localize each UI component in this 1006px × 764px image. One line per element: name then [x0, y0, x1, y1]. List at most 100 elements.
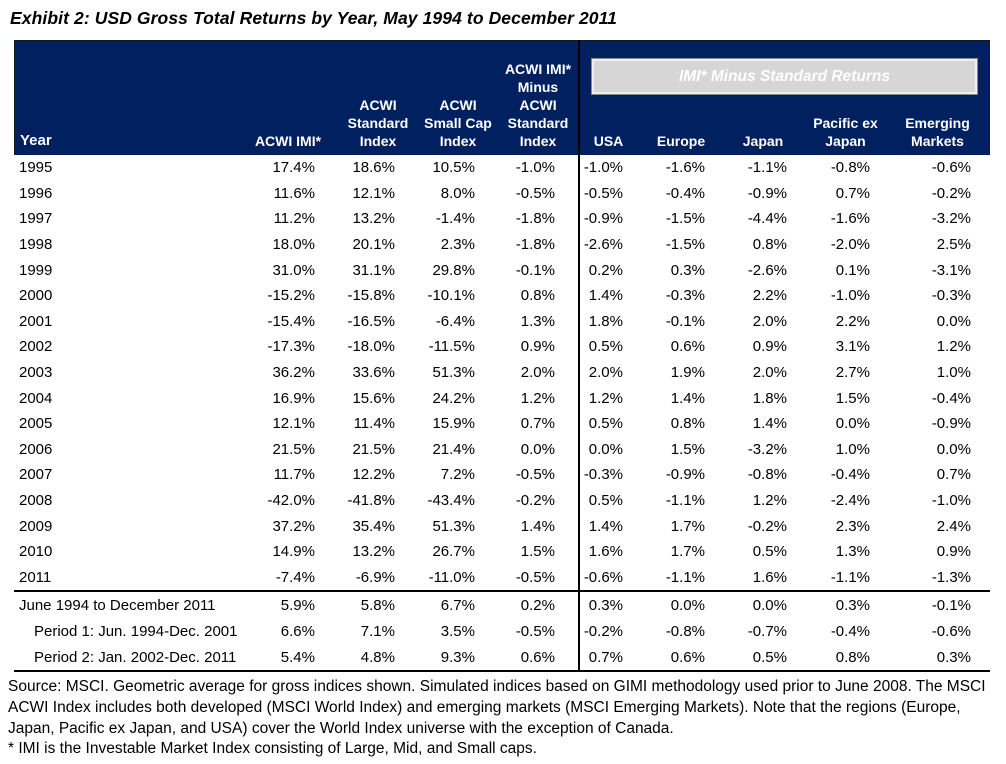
table-row: 2007 11.7% 12.2% 7.2% -0.5% -0.3% -0.9% -0.8% -0… — [14, 462, 990, 488]
value-cell: -0.6% — [931, 622, 971, 640]
value-cell: 0.7% — [520, 415, 555, 433]
value-cell: -1.8% — [515, 236, 555, 254]
value-cell: 6.6% — [280, 622, 315, 640]
table-row: 1997 11.2% 13.2% -1.4% -1.8% -0.9% -1.5% -4.4% -… — [14, 206, 990, 232]
value-cell: 16.9% — [272, 389, 315, 407]
value-cell: 2.0% — [520, 364, 555, 382]
value-cell: 2.3% — [835, 517, 870, 535]
row-label: 2004 — [19, 389, 53, 407]
value-cell: 26.7% — [432, 543, 475, 561]
value-cell: -6.4% — [435, 312, 475, 330]
value-cell: 3.5% — [440, 622, 475, 640]
table-header: Year ACWI IMI* ACWI Standard Index ACWI … — [14, 40, 990, 155]
value-cell: 1.4% — [520, 517, 555, 535]
value-cell: 35.4% — [352, 517, 395, 535]
value-cell: 7.1% — [360, 622, 395, 640]
row-label: 2011 — [19, 568, 52, 586]
value-cell: -0.2% — [515, 492, 555, 510]
value-cell: -0.2% — [931, 184, 971, 202]
value-cell: 1.0% — [835, 440, 870, 458]
value-cell: 0.3% — [835, 596, 870, 614]
value-cell: 0.7% — [936, 466, 971, 484]
value-cell: -0.5% — [515, 622, 555, 640]
table-row: 2009 37.2% 35.4% 51.3% 1.4% 1.4% 1.7% -0.2% 2.3%… — [14, 513, 990, 539]
value-cell: -11.0% — [428, 568, 475, 586]
exhibit-title: Exhibit 2: USD Gross Total Returns by Ye… — [10, 8, 617, 28]
table-row: 2010 14.9% 13.2% 26.7% 1.5% 1.6% 1.7% 0.5% 1.3% 0… — [14, 538, 990, 565]
value-cell: -0.1% — [515, 261, 555, 279]
value-cell: -2.0% — [830, 236, 870, 254]
value-cell: -1.0% — [515, 159, 555, 177]
value-cell: 0.9% — [520, 338, 555, 356]
value-cell: -0.3% — [931, 287, 971, 305]
value-cell: 2.0% — [752, 312, 787, 330]
value-cell: 0.5% — [588, 415, 623, 433]
value-cell: 0.0% — [588, 440, 623, 458]
table-row: 2008 -42.0% -41.8% -43.4% -0.2% 0.5% -1.1% 1.2%… — [14, 487, 990, 514]
value-cell: -4.4% — [747, 210, 787, 228]
value-cell: 1.2% — [520, 389, 555, 407]
value-cell: -0.8% — [665, 622, 705, 640]
value-cell: 2.3% — [440, 236, 475, 254]
imi-footnote: * IMI is the Investable Market Index con… — [8, 740, 537, 758]
table-row: 1996 11.6% 12.1% 8.0% -0.5% -0.5% -0.4% -0.9% 0.… — [14, 180, 990, 207]
table-row: 2001 -15.4% -16.5% -6.4% 1.3% 1.8% -0.1% 2.0% 2.… — [14, 308, 990, 335]
table-row: 2003 36.2% 33.6% 51.3% 2.0% 2.0% 1.9% 2.0% 2.7% 1… — [14, 359, 990, 386]
value-cell: 15.9% — [432, 415, 475, 433]
value-cell: -1.0% — [830, 287, 870, 305]
col-header-acwi-imi: ACWI IMI* — [254, 133, 322, 149]
value-cell: -18.0% — [347, 338, 395, 356]
value-cell: 51.3% — [432, 517, 475, 535]
col-header-imi-minus-std: ACWI IMI* Minus ACWI Standard Index — [504, 61, 572, 149]
value-cell: -0.8% — [747, 466, 787, 484]
table-row: 2005 12.1% 11.4% 15.9% 0.7% 0.5% 0.8% 1.4% 0.0% -… — [14, 410, 990, 437]
value-cell: 7.2% — [440, 466, 475, 484]
value-cell: -3.2% — [931, 210, 971, 228]
value-cell: -1.1% — [665, 568, 705, 586]
value-cell: -41.8% — [347, 492, 395, 510]
value-cell: 31.1% — [352, 261, 395, 279]
value-cell: -1.1% — [665, 492, 705, 510]
value-cell: -15.2% — [267, 287, 315, 305]
value-cell: 0.8% — [520, 287, 555, 305]
row-label: 2005 — [19, 415, 53, 433]
value-cell: 0.3% — [670, 261, 705, 279]
value-cell: 5.8% — [360, 596, 395, 614]
value-cell: 4.8% — [360, 648, 395, 666]
value-cell: 13.2% — [352, 210, 395, 228]
value-cell: 2.5% — [936, 236, 971, 254]
value-cell: 1.2% — [752, 492, 787, 510]
value-cell: 0.2% — [520, 596, 555, 614]
value-cell: -0.5% — [515, 466, 555, 484]
value-cell: 0.5% — [588, 338, 623, 356]
row-label: 1997 — [19, 210, 53, 228]
value-cell: 21.5% — [272, 440, 315, 458]
value-cell: 1.3% — [520, 312, 555, 330]
value-cell: -0.7% — [747, 622, 787, 640]
value-cell: 1.4% — [670, 389, 705, 407]
value-cell: -1.3% — [931, 568, 971, 586]
value-cell: 0.5% — [588, 492, 623, 510]
value-cell: 0.2% — [588, 261, 623, 279]
row-label: Period 2: Jan. 2002-Dec. 2011 — [34, 648, 237, 666]
value-cell: 0.0% — [936, 440, 971, 458]
value-cell: 20.1% — [352, 236, 395, 254]
value-cell: -42.0% — [267, 492, 315, 510]
value-cell: 12.1% — [352, 184, 395, 202]
value-cell: -15.8% — [347, 287, 395, 305]
value-cell: 37.2% — [272, 517, 315, 535]
row-label: 1999 — [19, 261, 53, 279]
value-cell: -0.8% — [830, 159, 870, 177]
value-cell: -2.6% — [583, 236, 623, 254]
value-cell: -3.2% — [747, 440, 787, 458]
row-label: 2008 — [19, 492, 53, 510]
value-cell: 14.9% — [272, 543, 315, 561]
value-cell: 1.5% — [670, 440, 705, 458]
value-cell: -0.9% — [665, 466, 705, 484]
value-cell: 31.0% — [272, 261, 315, 279]
source-note: Source: MSCI. Geometric average for gros… — [8, 678, 986, 737]
value-cell: -17.3% — [267, 338, 315, 356]
value-cell: -15.4% — [267, 312, 315, 330]
value-cell: -0.9% — [931, 415, 971, 433]
value-cell: -1.1% — [830, 568, 870, 586]
